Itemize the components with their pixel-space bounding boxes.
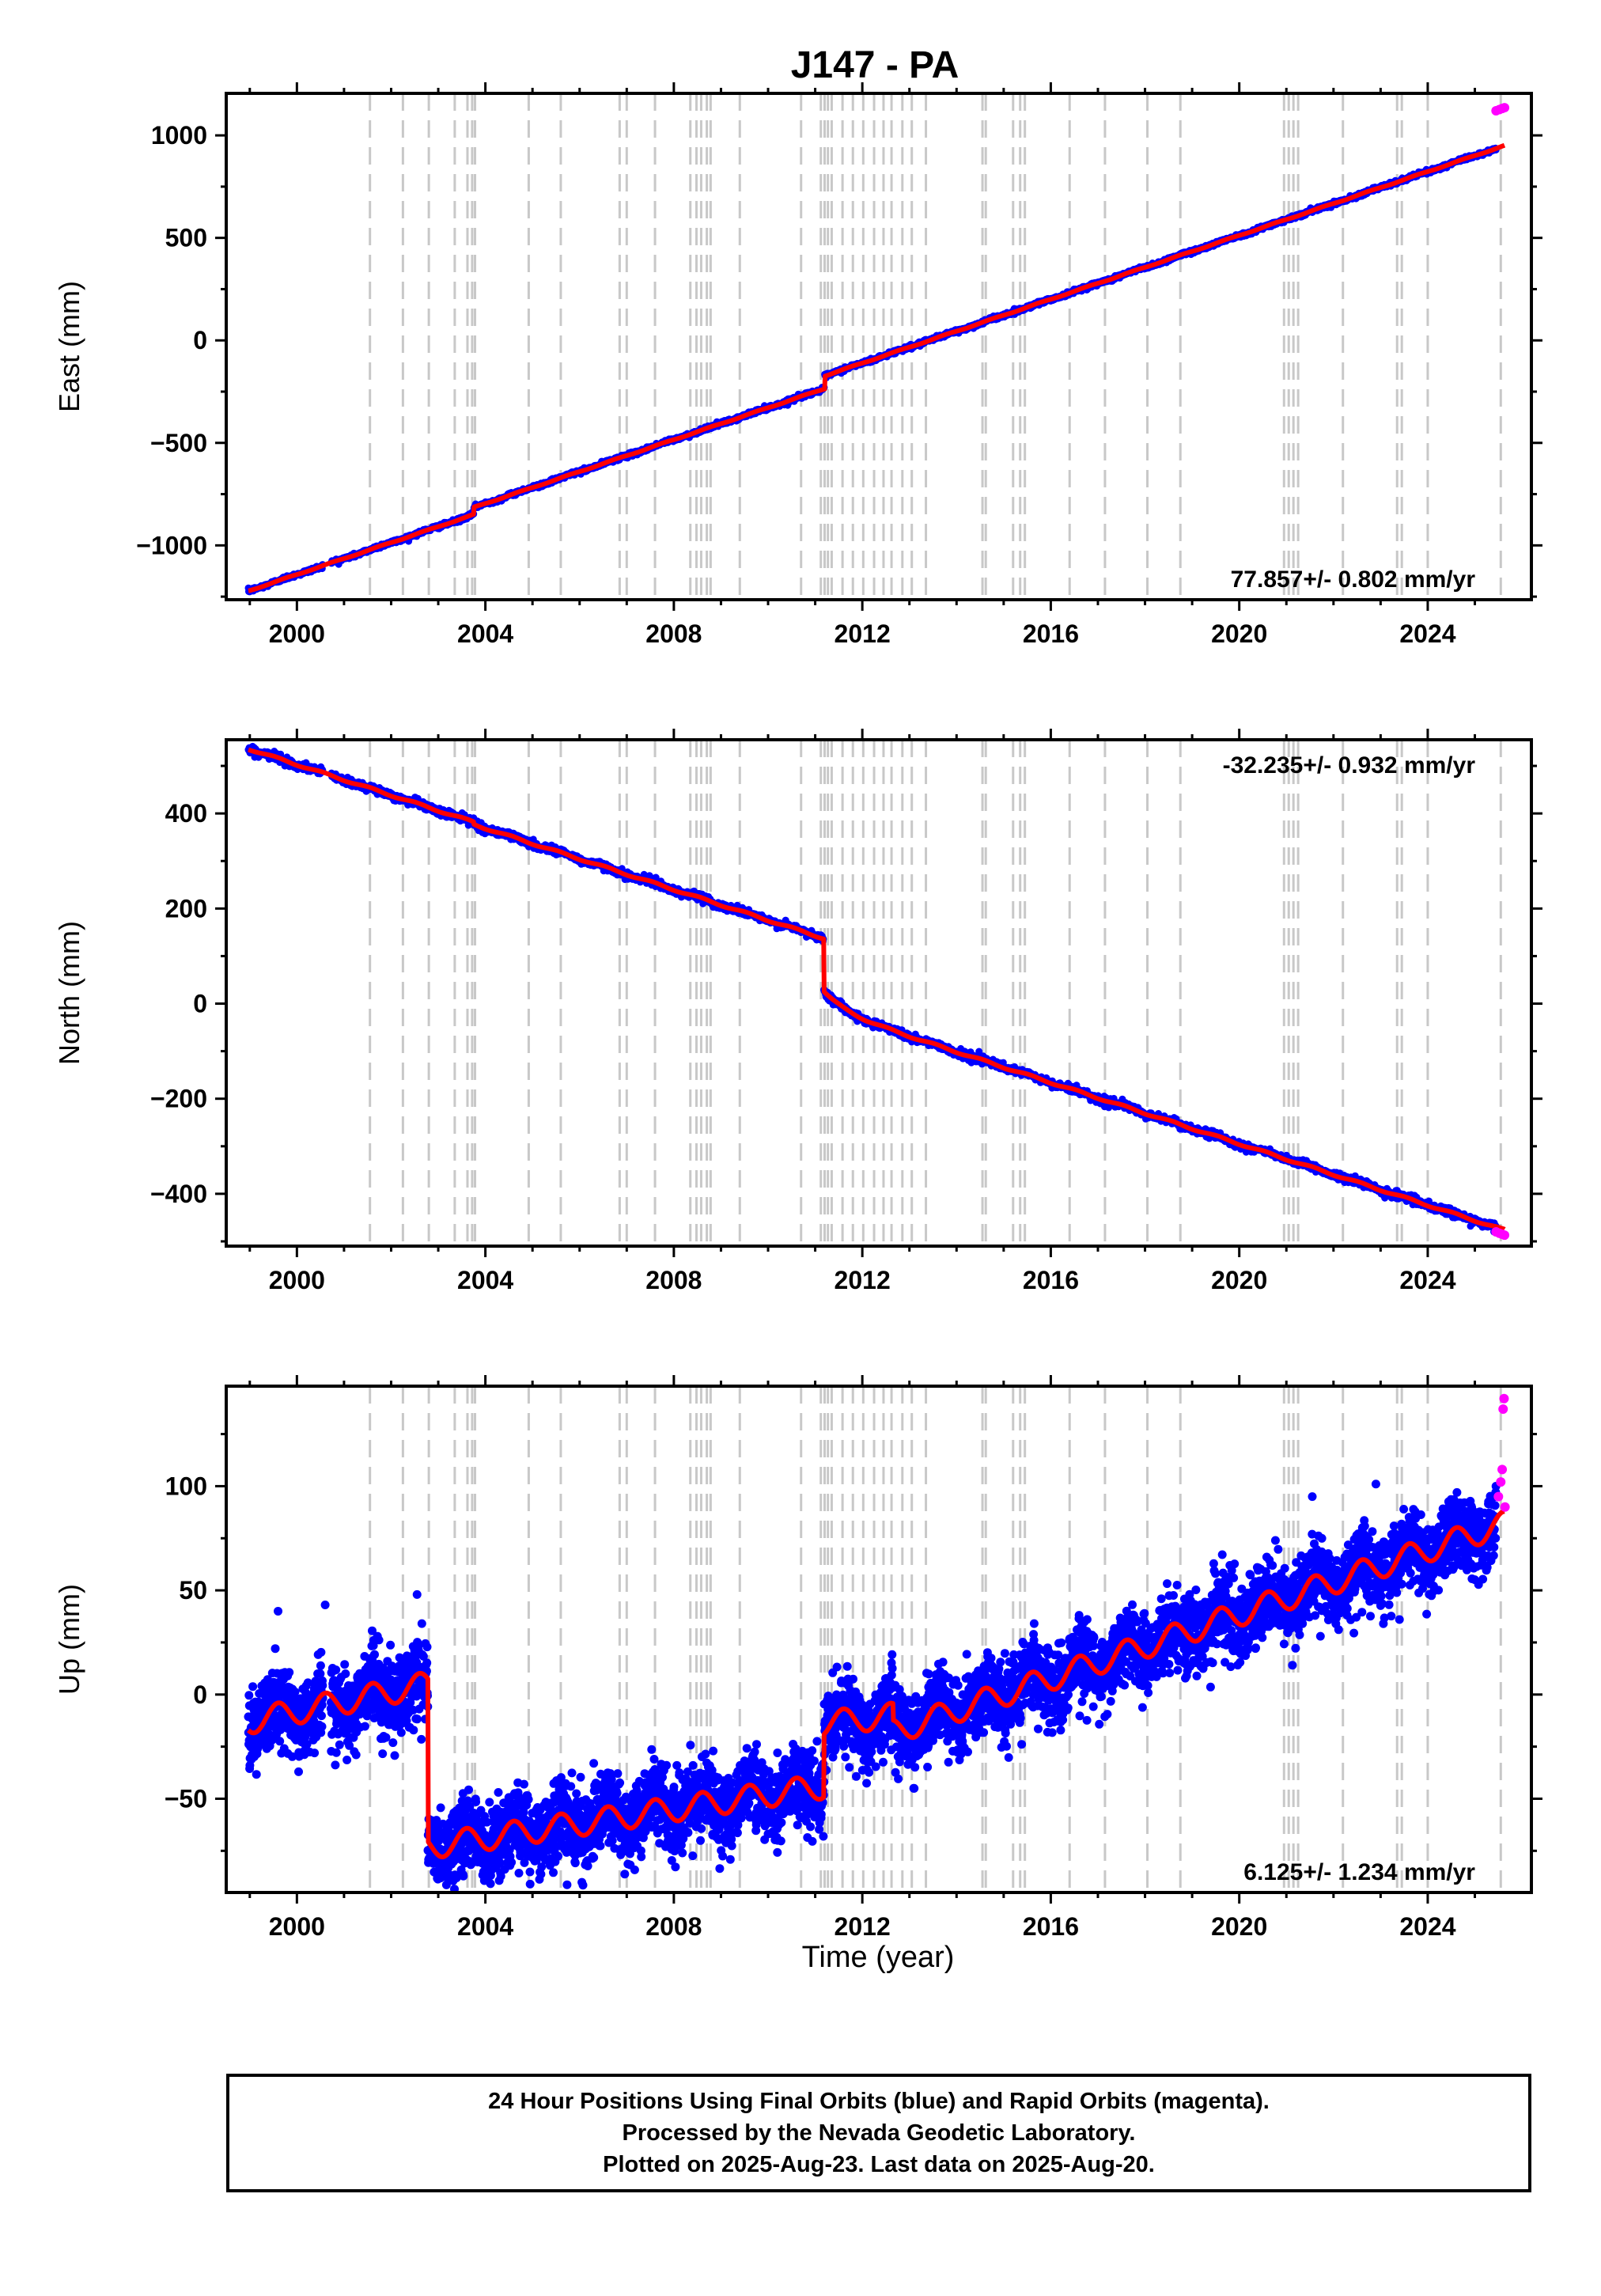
chart-title: J147 - PA <box>791 44 959 86</box>
y-tick-label: −500 <box>150 429 207 457</box>
east-y-axis-label: East (mm) <box>53 281 85 412</box>
east-rate-label: 77.857+/- 0.802 mm/yr <box>1231 566 1476 593</box>
east-event-lines <box>369 93 1502 600</box>
north-panel: 2000 2004 2008 2012 2016 2020 2024−400−2000200… <box>53 729 1542 1294</box>
x-tick-label: 2020 <box>1211 619 1267 648</box>
rapid-point <box>1500 103 1510 113</box>
east-frame <box>225 92 1533 601</box>
x-tick-label: 2024 <box>1399 619 1455 648</box>
y-tick-label: 500 <box>165 224 207 252</box>
x-tick-label: 2000 <box>269 619 325 648</box>
y-tick-label: 0 <box>193 326 207 354</box>
y-tick-label: 1000 <box>151 121 207 150</box>
x-tick-label: 2008 <box>645 619 702 648</box>
y-tick-label: −1000 <box>136 531 207 559</box>
east-panel: 2000 2004 2008 2012 2016 2020 2024 −1000 −500 0 50… <box>53 82 1542 648</box>
x-tick-label: 2016 <box>1023 619 1079 648</box>
east-rapid-orbit-points <box>1491 103 1510 116</box>
x-tick-label: 2012 <box>835 619 891 648</box>
north-final-orbit-points <box>244 742 1500 1236</box>
x-tick-label: 2004 <box>457 619 513 648</box>
